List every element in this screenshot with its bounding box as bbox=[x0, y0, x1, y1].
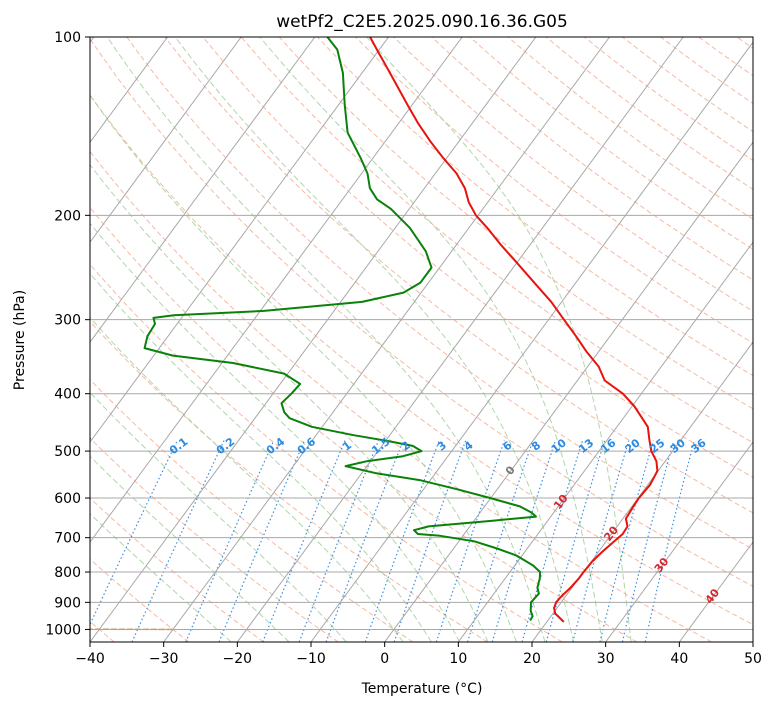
mixing-ratio-line bbox=[521, 440, 584, 642]
y-tick-label: 200 bbox=[54, 208, 81, 224]
plot-frame bbox=[89, 36, 754, 643]
mixing-ratio-line bbox=[131, 440, 225, 642]
moist-adiabat-line bbox=[90, 513, 232, 642]
isotherm-line bbox=[457, 241, 753, 642]
dry-adiabat-line bbox=[202, 37, 753, 478]
x-tick-label: 0 bbox=[380, 651, 389, 667]
x-tick-label: 30 bbox=[597, 651, 615, 667]
mixing-ratio-line bbox=[185, 440, 275, 642]
y-tick-label: 100 bbox=[54, 30, 81, 46]
mixing-ratio-line bbox=[621, 440, 675, 642]
mixing-ratio-line bbox=[466, 440, 534, 642]
isotherm-line bbox=[90, 37, 463, 543]
moist-adiabat-line bbox=[90, 272, 432, 642]
mixing-ratio-line bbox=[572, 440, 630, 642]
dry-adiabat-line bbox=[90, 263, 563, 642]
y-tick-label: 1000 bbox=[45, 622, 81, 638]
dry-adiabat-line bbox=[90, 150, 712, 642]
dry-adiabat-line bbox=[90, 38, 753, 587]
dry-adiabat-line bbox=[355, 37, 753, 344]
dry-adiabat-line bbox=[584, 37, 753, 161]
axes: −40 −30 −20 −10 0 10 20 30 40 50 100 200 300 400 500 60… bbox=[45, 30, 762, 667]
isotherm-line bbox=[90, 37, 389, 443]
y-tick-label: 400 bbox=[54, 387, 81, 403]
temperature-profile-line bbox=[369, 37, 659, 623]
mixing-ratio-line bbox=[545, 440, 606, 642]
moist-adiabat-line bbox=[90, 94, 517, 642]
dry-adiabat-line bbox=[90, 320, 488, 642]
dry-adiabat-line bbox=[164, 37, 753, 514]
dry-adiabat-label: -10 bbox=[72, 421, 95, 445]
moist-adiabat-line bbox=[366, 37, 632, 642]
y-tick-label: 600 bbox=[54, 491, 81, 507]
mixing-ratio-line bbox=[262, 440, 346, 642]
mixing-ratio-line bbox=[599, 440, 654, 642]
dry-adiabat-line bbox=[90, 497, 264, 642]
sounding-profiles bbox=[143, 37, 659, 623]
x-tick-label: −40 bbox=[75, 651, 105, 667]
dry-adiabat-line bbox=[469, 37, 753, 250]
chart-title: wetPf2_C2E5.2025.090.16.36.G05 bbox=[276, 12, 568, 32]
isotherm-line bbox=[236, 37, 684, 642]
y-axis-label: Pressure (hPa) bbox=[12, 290, 28, 390]
x-tick-label: −20 bbox=[223, 651, 253, 667]
dry-adiabat-line bbox=[545, 37, 753, 191]
isotherm-line bbox=[90, 37, 168, 144]
isotherm-line bbox=[310, 41, 753, 642]
x-tick-label: 40 bbox=[670, 651, 688, 667]
y-tick-label: 500 bbox=[54, 444, 81, 460]
x-axis-label: Temperature (°C) bbox=[361, 681, 483, 697]
mixing-ratio-line bbox=[90, 440, 178, 626]
dry-adiabat-line bbox=[240, 37, 753, 444]
isotherm-line bbox=[90, 37, 316, 343]
isotherm-line bbox=[531, 341, 753, 642]
mixing-ratio-line bbox=[644, 440, 695, 642]
y-tick-label: 700 bbox=[54, 531, 81, 547]
x-tick-label: 20 bbox=[523, 651, 541, 667]
isotherm-line bbox=[605, 441, 753, 642]
moist-adiabat-line bbox=[106, 37, 546, 642]
x-tick-label: 50 bbox=[744, 651, 762, 667]
isotherm-line bbox=[163, 37, 610, 642]
moist-adiabat-line bbox=[90, 391, 347, 642]
x-tick-label: −30 bbox=[149, 651, 179, 667]
x-tick-label: 10 bbox=[449, 651, 467, 667]
moist-adiabat-line bbox=[259, 37, 603, 642]
x-tick-label: −10 bbox=[296, 651, 326, 667]
y-tick-label: 800 bbox=[54, 565, 81, 581]
isotherm-line bbox=[90, 37, 537, 642]
dry-adiabat-line bbox=[393, 37, 753, 312]
moist-adiabat-line bbox=[90, 222, 461, 642]
moist-adiabat-line bbox=[90, 163, 489, 642]
moist-adiabat-line bbox=[90, 455, 290, 642]
moist-adiabat-line bbox=[90, 316, 404, 642]
moist-adiabat-line bbox=[174, 37, 575, 642]
isotherm-line bbox=[384, 141, 753, 642]
dewpoint-profile-line bbox=[143, 37, 542, 622]
mixing-ratio-line bbox=[218, 440, 306, 642]
dry-adiabat-line bbox=[126, 37, 753, 550]
mixing-ratio-line bbox=[435, 440, 505, 642]
y-tick-label: 900 bbox=[54, 595, 81, 611]
dry-adiabat-line bbox=[278, 37, 753, 410]
dry-adiabat-line bbox=[317, 37, 753, 377]
mixing-ratio-line bbox=[298, 440, 380, 642]
mixing-ratio-line bbox=[491, 440, 556, 642]
y-tick-label: 300 bbox=[54, 313, 81, 329]
isotherm-line bbox=[90, 37, 242, 244]
